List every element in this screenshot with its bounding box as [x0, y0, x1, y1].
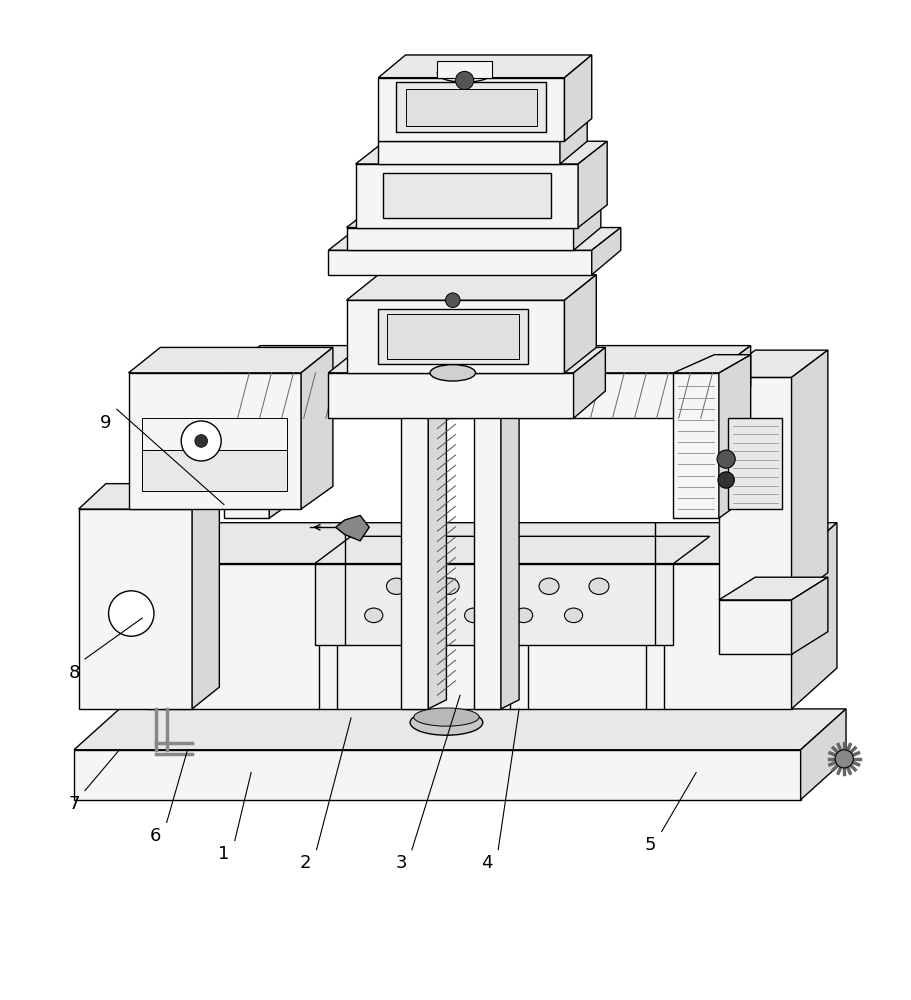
- Circle shape: [108, 591, 154, 636]
- Polygon shape: [383, 173, 551, 218]
- Polygon shape: [474, 264, 501, 709]
- Ellipse shape: [515, 608, 533, 623]
- Polygon shape: [560, 120, 588, 164]
- Polygon shape: [401, 264, 428, 709]
- Polygon shape: [302, 347, 333, 509]
- Polygon shape: [346, 228, 574, 250]
- Ellipse shape: [565, 608, 583, 623]
- Ellipse shape: [437, 64, 492, 82]
- Polygon shape: [719, 577, 828, 600]
- Ellipse shape: [414, 708, 479, 726]
- Polygon shape: [719, 350, 828, 377]
- Polygon shape: [147, 564, 792, 709]
- Ellipse shape: [489, 578, 509, 594]
- Circle shape: [717, 450, 735, 468]
- Polygon shape: [574, 347, 605, 418]
- Polygon shape: [574, 207, 601, 250]
- Bar: [437, 61, 492, 78]
- Text: 3: 3: [395, 854, 406, 872]
- Polygon shape: [801, 709, 846, 800]
- Polygon shape: [224, 355, 302, 373]
- Polygon shape: [673, 355, 751, 373]
- Polygon shape: [719, 600, 792, 654]
- Polygon shape: [405, 89, 537, 126]
- Ellipse shape: [430, 365, 476, 381]
- Circle shape: [195, 435, 208, 447]
- Polygon shape: [501, 255, 519, 709]
- Polygon shape: [565, 55, 592, 141]
- Polygon shape: [192, 484, 220, 709]
- Polygon shape: [147, 523, 837, 564]
- Polygon shape: [792, 523, 837, 709]
- Circle shape: [181, 421, 221, 461]
- Polygon shape: [792, 577, 828, 654]
- Polygon shape: [378, 309, 528, 364]
- Text: 9: 9: [100, 414, 111, 432]
- Circle shape: [718, 472, 734, 488]
- Polygon shape: [578, 141, 607, 228]
- Polygon shape: [428, 255, 446, 709]
- Polygon shape: [224, 373, 714, 418]
- Polygon shape: [387, 314, 519, 359]
- Polygon shape: [142, 450, 288, 491]
- Text: 8: 8: [68, 664, 80, 682]
- Ellipse shape: [439, 578, 459, 594]
- Polygon shape: [128, 373, 302, 509]
- Polygon shape: [378, 120, 588, 141]
- Ellipse shape: [589, 578, 609, 594]
- Polygon shape: [346, 275, 597, 300]
- Polygon shape: [378, 78, 565, 141]
- Polygon shape: [78, 509, 192, 709]
- Polygon shape: [714, 346, 751, 418]
- Polygon shape: [224, 373, 270, 518]
- Polygon shape: [270, 355, 302, 518]
- Polygon shape: [378, 55, 592, 78]
- Text: 6: 6: [150, 827, 161, 845]
- Polygon shape: [74, 709, 846, 750]
- Polygon shape: [224, 346, 751, 373]
- Text: 1: 1: [219, 845, 230, 863]
- Polygon shape: [592, 228, 620, 275]
- Polygon shape: [335, 515, 369, 541]
- Text: 4: 4: [482, 854, 493, 872]
- Ellipse shape: [410, 710, 483, 735]
- Polygon shape: [314, 536, 710, 564]
- Polygon shape: [378, 141, 560, 164]
- Polygon shape: [328, 373, 574, 418]
- Polygon shape: [565, 275, 597, 373]
- Polygon shape: [719, 377, 792, 600]
- Polygon shape: [673, 373, 719, 518]
- Polygon shape: [728, 418, 783, 509]
- Text: 5: 5: [645, 836, 657, 854]
- Circle shape: [835, 750, 854, 768]
- Ellipse shape: [465, 608, 483, 623]
- Ellipse shape: [415, 608, 433, 623]
- Polygon shape: [128, 347, 333, 373]
- Polygon shape: [328, 347, 605, 373]
- Polygon shape: [346, 300, 565, 373]
- Text: 7: 7: [68, 795, 80, 813]
- Polygon shape: [328, 228, 620, 250]
- Polygon shape: [74, 750, 801, 800]
- Polygon shape: [396, 82, 547, 132]
- Polygon shape: [355, 141, 607, 164]
- Polygon shape: [142, 418, 288, 450]
- Circle shape: [445, 293, 460, 307]
- Polygon shape: [719, 355, 751, 518]
- Polygon shape: [792, 350, 828, 600]
- Polygon shape: [328, 250, 592, 275]
- Ellipse shape: [386, 578, 406, 594]
- Polygon shape: [314, 564, 673, 645]
- Text: 2: 2: [300, 854, 312, 872]
- Ellipse shape: [364, 608, 383, 623]
- Polygon shape: [355, 164, 578, 228]
- Polygon shape: [78, 484, 220, 509]
- Ellipse shape: [539, 578, 559, 594]
- Polygon shape: [346, 207, 601, 228]
- Circle shape: [456, 71, 474, 89]
